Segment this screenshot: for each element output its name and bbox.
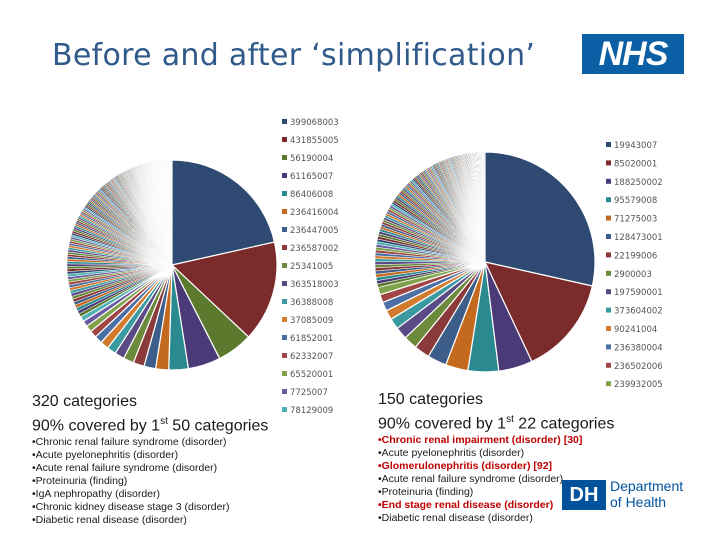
legend-swatch <box>606 197 611 203</box>
legend-swatch <box>282 227 287 232</box>
slide-title: Before and after ‘simplification’ <box>52 38 536 73</box>
legend-swatch <box>606 344 611 350</box>
legend-swatch <box>282 371 287 376</box>
legend-label: 236447005 <box>290 226 339 236</box>
legend-label: 37085009 <box>290 316 333 326</box>
legend-swatch <box>606 270 611 276</box>
legend-label: 65520001 <box>290 370 333 380</box>
right-list-item: •Glomerulonephritis (disorder) [92] <box>378 460 553 472</box>
legend-swatch <box>282 407 287 412</box>
legend-swatch <box>606 252 611 258</box>
pie-slice-19943007 <box>484 151 596 287</box>
dh-text: Department of Health <box>610 478 684 510</box>
legend-label: 61165007 <box>290 172 333 182</box>
pie-slice-85020001 <box>483 261 594 363</box>
legend-swatch <box>282 191 287 196</box>
legend-swatch <box>282 173 287 178</box>
legend-label: 188250002 <box>614 178 663 188</box>
legend-swatch <box>606 289 611 295</box>
legend-label: 7725007 <box>290 388 328 398</box>
legend-label: 197590001 <box>614 288 663 298</box>
legend-label: 25341005 <box>290 262 333 272</box>
legend-swatch <box>282 299 287 304</box>
pie-slice-431855005 <box>170 241 278 338</box>
legend-swatch <box>282 245 287 250</box>
legend-swatch <box>606 234 611 239</box>
legend-swatch <box>606 215 611 221</box>
legend-swatch <box>282 353 287 358</box>
legend-label: 236416004 <box>290 208 339 218</box>
right-heading: 150 categories 90% covered by 1st 22 cat… <box>378 390 614 434</box>
legend-label: 236380004 <box>614 343 663 353</box>
legend-label: 90241004 <box>614 325 657 335</box>
left-list-item: •Acute renal failure syndrome (disorder) <box>32 462 218 474</box>
right-list-item: •Acute renal failure syndrome (disorder) <box>378 473 564 485</box>
left-list-item: •IgA nephropathy (disorder) <box>32 488 160 500</box>
legend-label: 62332007 <box>290 352 333 362</box>
legend-label: 61852001 <box>290 334 333 344</box>
legend-label: 128473001 <box>614 233 663 243</box>
legend-label: 22199006 <box>614 251 657 261</box>
legend-label: 363518003 <box>290 280 339 290</box>
legend-swatch <box>282 119 287 124</box>
legend-label: 2900003 <box>614 270 652 280</box>
legend-label: 236587002 <box>290 244 339 254</box>
legend-swatch <box>282 137 287 142</box>
legend-label: 36388008 <box>290 298 333 308</box>
legend-label: 78129009 <box>290 406 333 416</box>
legend-swatch <box>606 326 611 331</box>
legend-swatch <box>606 362 611 368</box>
department-of-health-logo: DH Department of Health <box>562 478 692 516</box>
legend-swatch <box>282 317 287 322</box>
pie-chart-right <box>374 151 596 373</box>
pie-slice-399068003 <box>171 159 276 266</box>
left-heading-line1: 320 categories <box>32 393 137 410</box>
right-heading-line1: 150 categories <box>378 391 483 408</box>
legend-right: 19943007 85020001 188250002 95579008 7127500… <box>606 141 663 390</box>
legend-swatch <box>606 160 611 166</box>
legend-swatch <box>282 209 287 214</box>
legend-swatch <box>282 155 287 160</box>
legend-swatch <box>606 178 611 184</box>
left-list-item: •Chronic kidney disease stage 3 (disorde… <box>32 501 230 513</box>
right-list-item: •Acute pyelonephritis (disorder) <box>378 447 525 459</box>
left-list-item: •Proteinuria (finding) <box>32 475 128 487</box>
right-list-item: •End stage renal disease (disorder) <box>378 499 554 511</box>
left-list-item: •Acute pyelonephritis (disorder) <box>32 449 179 461</box>
left-heading: 320 categories 90% covered by 1st 50 cat… <box>32 392 268 436</box>
right-list-item: •Diabetic renal disease (disorder) <box>378 512 533 524</box>
legend-label: 239932005 <box>614 380 663 390</box>
legend-label: 56190004 <box>290 154 333 164</box>
legend-label: 373604002 <box>614 307 663 317</box>
right-list-item: •Chronic renal impairment (disorder) [30… <box>378 434 583 446</box>
legend-label: 71275003 <box>614 215 657 225</box>
right-category-list: •Chronic renal impairment (disorder) [30… <box>378 434 582 525</box>
right-list-item: •Proteinuria (finding) <box>378 486 474 498</box>
legend-label: 236502006 <box>614 362 663 372</box>
left-heading-line2: 90% covered by 1st 50 categories <box>32 416 269 435</box>
legend-left: 399068003 431855005 56190004 61165007 864060… <box>282 118 339 416</box>
left-category-list: •Chronic renal failure syndrome (disorde… <box>32 436 229 527</box>
legend-label: 95579008 <box>614 196 657 206</box>
legend-swatch <box>606 142 611 147</box>
dh-badge: DH <box>562 480 606 510</box>
right-heading-line2: 90% covered by 1st 22 categories <box>378 414 615 433</box>
legend-label: 399068003 <box>290 118 339 128</box>
legend-label: 431855005 <box>290 136 339 146</box>
legend-swatch <box>606 307 611 313</box>
legend-swatch <box>606 381 611 387</box>
legend-label: 86406008 <box>290 190 333 200</box>
legend-swatch <box>282 281 287 286</box>
nhs-logo: NHS <box>582 34 684 74</box>
legend-label: 19943007 <box>614 141 657 151</box>
legend-swatch <box>282 263 287 268</box>
left-list-item: •Diabetic renal disease (disorder) <box>32 514 187 526</box>
legend-label: 85020001 <box>614 159 657 169</box>
legend-swatch <box>282 389 287 394</box>
left-list-item: •Chronic renal failure syndrome (disorde… <box>32 436 227 448</box>
legend-swatch <box>282 335 287 340</box>
pie-chart-left <box>66 159 278 371</box>
